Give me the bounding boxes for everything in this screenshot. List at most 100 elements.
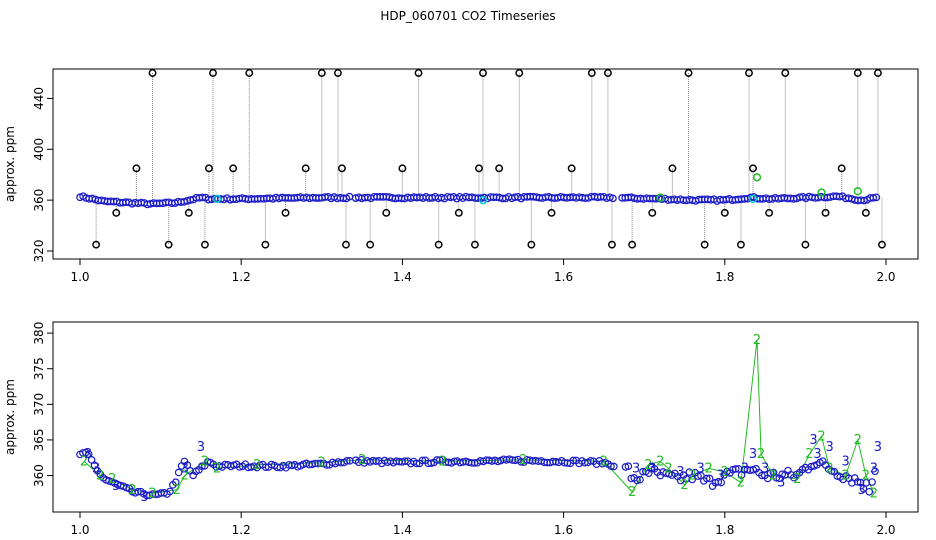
chart-panel-1: 1.0 1.2 1.4 1.6 1.8 2.0 320 360 400 440 approx. pp…: [3, 68, 919, 284]
marker-2: 2: [600, 454, 608, 469]
marker-3: 3: [749, 447, 757, 462]
marker-3: 3: [813, 447, 821, 462]
highlight-point: [656, 193, 665, 202]
y-axis-label: approx. ppm: [3, 126, 17, 202]
marker-3: 3: [84, 447, 92, 462]
outlier-point: [861, 208, 870, 217]
outlier-point: [414, 69, 423, 77]
marker-2: 2: [680, 478, 688, 493]
data-point: [702, 474, 711, 483]
marker-2: 2: [825, 461, 833, 476]
marker-2: 2: [253, 458, 261, 473]
marker-2: 2: [769, 469, 777, 484]
data-point: [586, 456, 595, 465]
marker-2: 2: [705, 461, 713, 476]
outlier-point: [470, 240, 479, 249]
data-point: [705, 474, 714, 483]
outlier-point: [515, 69, 524, 77]
marker-3: 3: [777, 476, 785, 491]
marker-3: 3: [112, 479, 120, 494]
outlier-point: [547, 208, 556, 217]
marker-3: 3: [761, 461, 769, 476]
data-point: [860, 196, 868, 205]
data-point: [827, 467, 836, 475]
data-point: [198, 462, 206, 471]
plot-frame: [52, 68, 919, 260]
outlier-point: [853, 69, 862, 77]
outlier-point: [720, 208, 729, 217]
data-point: [610, 462, 618, 471]
x-tick-label: 1.8: [715, 523, 734, 537]
outlier-point: [567, 164, 576, 173]
data-point: [778, 470, 786, 479]
outlier-point: [648, 208, 657, 217]
highlight-point: [478, 195, 488, 205]
outlier-point: [781, 69, 790, 77]
outlier-point: [527, 240, 536, 249]
data-point: [772, 474, 781, 482]
marker-2: 2: [80, 454, 88, 469]
data-point: [607, 462, 615, 471]
marker-3: 3: [181, 461, 189, 476]
x-tick-label: 1.4: [393, 523, 412, 537]
marker-3: 3: [842, 454, 850, 469]
marker-2: 2: [108, 472, 116, 487]
marker-3: 3: [870, 461, 878, 476]
marker-3: 3: [92, 461, 100, 476]
marker-3: 3: [140, 490, 148, 505]
outlier-point: [92, 240, 101, 249]
x-tick-label: 2.0: [876, 270, 895, 284]
x-tick-label: 1.4: [393, 270, 412, 284]
outlier-point: [475, 164, 483, 173]
highlight-point: [748, 194, 758, 204]
outlier-point: [434, 240, 443, 249]
highlight-point: [752, 173, 762, 182]
outlier-point: [765, 208, 774, 217]
y-tick-label: 370: [32, 393, 46, 416]
outlier-point: [745, 69, 753, 77]
data-point: [412, 459, 421, 468]
outlier-point: [382, 208, 391, 217]
outlier-point: [608, 240, 616, 249]
data-point: [853, 478, 862, 486]
marker-2: 2: [721, 465, 729, 480]
outlier-point: [245, 69, 254, 77]
marker-2: 2: [644, 458, 652, 473]
outlier-point: [837, 164, 846, 173]
marker-2: 2: [656, 454, 664, 469]
x-tick-label: 1.2: [232, 270, 251, 284]
marker-3: 3: [874, 440, 882, 455]
data-point: [868, 478, 876, 486]
marker-2: 2: [753, 333, 761, 348]
series-line-2: [83, 340, 875, 494]
y-tick-label: 440: [32, 87, 46, 110]
data-point: [166, 487, 174, 496]
data-point: [758, 471, 766, 480]
marker-2: 2: [213, 461, 221, 476]
marker-3: 3: [825, 440, 833, 455]
marker-2: 2: [519, 453, 527, 468]
marker-2: 2: [854, 433, 862, 448]
marker-2: 2: [757, 447, 765, 462]
data-point: [174, 468, 183, 477]
marker-2: 2: [201, 454, 209, 469]
outlier-point: [628, 240, 637, 249]
marker-2: 2: [805, 447, 813, 462]
x-tick-label: 1.8: [715, 270, 734, 284]
marker-3: 3: [858, 483, 866, 498]
data-point: [869, 193, 878, 202]
marker-2: 2: [664, 461, 672, 476]
data-point: [694, 472, 702, 480]
data-point: [183, 461, 192, 469]
outlier-point: [333, 69, 342, 77]
marker-2: 2: [318, 456, 326, 471]
highlight-point: [817, 188, 826, 197]
x-tick-label: 1.0: [70, 523, 89, 537]
marker-2: 2: [737, 476, 745, 491]
data-point: [865, 487, 874, 496]
outlier-point: [801, 240, 810, 249]
marker-3: 3: [717, 469, 725, 484]
outlier-point: [200, 240, 209, 249]
y-tick-label: 375: [32, 357, 46, 380]
